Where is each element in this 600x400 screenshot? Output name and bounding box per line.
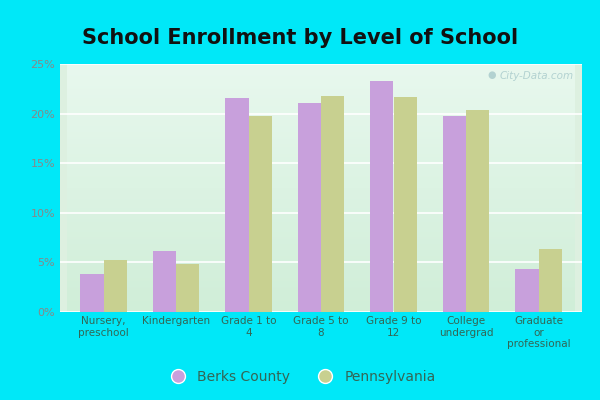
Bar bbox=[370, 81, 394, 312]
Text: School Enrollment by Level of School: School Enrollment by Level of School bbox=[82, 28, 518, 48]
Bar bbox=[298, 103, 321, 312]
Bar bbox=[539, 248, 562, 312]
Bar bbox=[321, 96, 344, 312]
Bar bbox=[153, 252, 176, 312]
Bar bbox=[248, 116, 272, 312]
Text: ●: ● bbox=[487, 70, 496, 80]
Bar bbox=[80, 274, 104, 312]
Bar bbox=[466, 110, 489, 312]
Bar bbox=[176, 264, 199, 312]
Text: City-Data.com: City-Data.com bbox=[500, 72, 574, 82]
Bar bbox=[443, 116, 466, 312]
Bar bbox=[394, 97, 417, 312]
Bar bbox=[226, 98, 248, 312]
Bar bbox=[515, 269, 539, 312]
Legend: Berks County, Pennsylvania: Berks County, Pennsylvania bbox=[158, 364, 442, 389]
Bar bbox=[104, 260, 127, 312]
